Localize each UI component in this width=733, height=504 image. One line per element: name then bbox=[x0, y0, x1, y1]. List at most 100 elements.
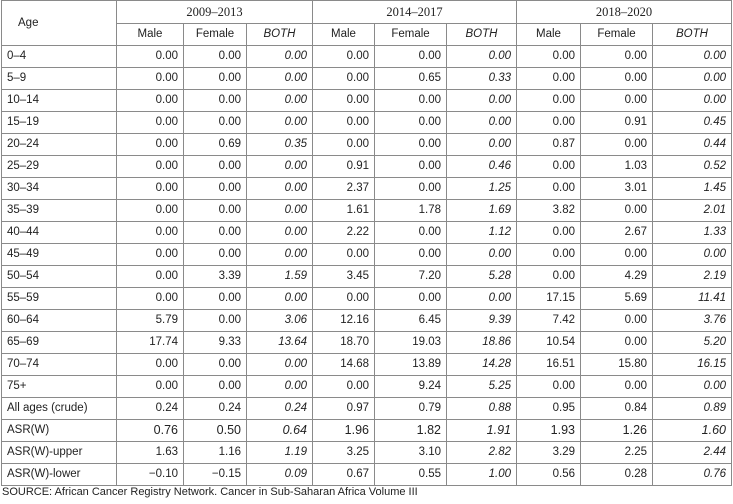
age-group-cell: ASR(W)-lower bbox=[1, 463, 117, 486]
male-rate-cell: 0.00 bbox=[516, 243, 581, 266]
male-rate-cell: 0.95 bbox=[516, 397, 581, 420]
age-group-cell: 30–34 bbox=[1, 177, 117, 200]
both-header: BOTH bbox=[246, 23, 313, 46]
male-rate-cell: 0.00 bbox=[312, 67, 375, 90]
female-rate-cell: 0.00 bbox=[580, 309, 653, 332]
both-rate-cell: 1.19 bbox=[246, 441, 313, 464]
both-rate-cell: 0.09 bbox=[246, 463, 313, 486]
both-rate-cell: 0.00 bbox=[246, 111, 313, 134]
male-rate-cell: 0.00 bbox=[516, 111, 581, 134]
female-rate-cell: 0.55 bbox=[374, 463, 447, 486]
male-rate-cell: 0.00 bbox=[516, 45, 581, 68]
table-row: 60–64 5.79 0.00 3.06 12.16 6.45 9.39 7.42 0.00 3.… bbox=[1, 309, 732, 332]
both-rate-cell: 0.00 bbox=[446, 111, 517, 134]
age-group-cell: 50–54 bbox=[1, 265, 117, 288]
male-rate-cell: 0.00 bbox=[516, 265, 581, 288]
table-row: ASR(W)-upper 1.63 1.16 1.19 3.25 3.10 2.82 3.29… bbox=[1, 441, 732, 464]
age-group-cell: 75+ bbox=[1, 375, 117, 398]
table-row: 30–34 0.00 0.00 0.00 2.37 0.00 1.25 0.00 3.01 1.4… bbox=[1, 177, 732, 200]
male-rate-cell: 12.16 bbox=[312, 309, 375, 332]
male-rate-cell: 0.00 bbox=[116, 155, 184, 178]
male-rate-cell: 0.00 bbox=[116, 45, 184, 68]
male-rate-cell: 3.29 bbox=[516, 441, 581, 464]
both-rate-cell: 1.60 bbox=[652, 419, 732, 442]
both-rate-cell: 2.44 bbox=[652, 441, 732, 464]
male-rate-cell: 0.00 bbox=[516, 221, 581, 244]
male-rate-cell: 0.00 bbox=[116, 199, 184, 222]
both-rate-cell: 0.00 bbox=[446, 243, 517, 266]
age-group-cell: ASR(W)-upper bbox=[1, 441, 117, 464]
male-rate-cell: 0.91 bbox=[312, 155, 375, 178]
male-rate-cell: 0.97 bbox=[312, 397, 375, 420]
female-rate-cell: 0.24 bbox=[183, 397, 247, 420]
both-rate-cell: 1.12 bbox=[446, 221, 517, 244]
table-row: 45–49 0.00 0.00 0.00 0.00 0.00 0.00 0.00 0.00 0.0… bbox=[1, 243, 732, 266]
male-rate-cell: 3.45 bbox=[312, 265, 375, 288]
male-rate-cell: 0.00 bbox=[116, 287, 184, 310]
male-rate-cell: 0.00 bbox=[516, 89, 581, 112]
female-rate-cell: 0.00 bbox=[183, 45, 247, 68]
table-row: ASR(W) 0.76 0.50 0.64 1.96 1.82 1.91 1.93 1.26 1.… bbox=[1, 419, 732, 442]
male-rate-cell: 14.68 bbox=[312, 353, 375, 376]
female-rate-cell: 0.00 bbox=[374, 155, 447, 178]
age-group-cell: ASR(W) bbox=[1, 419, 117, 442]
female-rate-cell: 0.00 bbox=[374, 243, 447, 266]
female-rate-cell: 15.80 bbox=[580, 353, 653, 376]
male-rate-cell: 10.54 bbox=[516, 331, 581, 354]
table-row: ASR(W)-lower −0.10 −0.15 0.09 0.67 0.55 1.00 0.… bbox=[1, 463, 732, 486]
female-rate-cell: 0.00 bbox=[183, 67, 247, 90]
male-rate-cell: −0.10 bbox=[116, 463, 184, 486]
female-rate-cell: 0.00 bbox=[183, 243, 247, 266]
both-rate-cell: 0.00 bbox=[246, 45, 313, 68]
both-rate-cell: 0.00 bbox=[246, 199, 313, 222]
female-rate-cell: 0.00 bbox=[183, 309, 247, 332]
both-rate-cell: 0.45 bbox=[652, 111, 732, 134]
female-rate-cell: 0.00 bbox=[374, 221, 447, 244]
female-rate-cell: 0.00 bbox=[580, 243, 653, 266]
both-rate-cell: 1.00 bbox=[446, 463, 517, 486]
table-row: 0–4 0.00 0.00 0.00 0.00 0.00 0.00 0.00 0.00 0.00 bbox=[1, 45, 732, 68]
male-rate-cell: 1.93 bbox=[516, 419, 581, 442]
both-rate-cell: 14.28 bbox=[446, 353, 517, 376]
male-rate-cell: 1.63 bbox=[116, 441, 184, 464]
male-header: Male bbox=[312, 23, 375, 46]
table-row: 20–24 0.00 0.69 0.35 0.00 0.00 0.00 0.87 0.00 0.4… bbox=[1, 133, 732, 156]
female-rate-cell: 3.39 bbox=[183, 265, 247, 288]
source-note: SOURCE: African Cancer Registry Network.… bbox=[2, 486, 418, 498]
male-rate-cell: 0.00 bbox=[116, 89, 184, 112]
male-rate-cell: 0.76 bbox=[116, 419, 184, 442]
female-rate-cell: 0.00 bbox=[374, 45, 447, 68]
both-rate-cell: 0.00 bbox=[446, 133, 517, 156]
male-rate-cell: 0.00 bbox=[116, 177, 184, 200]
age-group-cell: 0–4 bbox=[1, 45, 117, 68]
male-header: Male bbox=[116, 23, 184, 46]
both-rate-cell: 2.19 bbox=[652, 265, 732, 288]
female-rate-cell: 0.00 bbox=[183, 177, 247, 200]
table-row: 40–44 0.00 0.00 0.00 2.22 0.00 1.12 0.00 2.67 1.3… bbox=[1, 221, 732, 244]
both-rate-cell: 0.00 bbox=[652, 45, 732, 68]
female-rate-cell: 1.82 bbox=[374, 419, 447, 442]
both-rate-cell: 0.00 bbox=[446, 89, 517, 112]
age-group-cell: 10–14 bbox=[1, 89, 117, 112]
both-rate-cell: 1.33 bbox=[652, 221, 732, 244]
female-rate-cell: 9.33 bbox=[183, 331, 247, 354]
male-rate-cell: 7.42 bbox=[516, 309, 581, 332]
female-rate-cell: 0.00 bbox=[580, 199, 653, 222]
both-rate-cell: 0.46 bbox=[446, 155, 517, 178]
female-rate-cell: 3.01 bbox=[580, 177, 653, 200]
female-rate-cell: 0.00 bbox=[580, 45, 653, 68]
female-rate-cell: 0.65 bbox=[374, 67, 447, 90]
both-rate-cell: 11.41 bbox=[652, 287, 732, 310]
male-header: Male bbox=[516, 23, 581, 46]
female-rate-cell: 0.00 bbox=[183, 287, 247, 310]
female-rate-cell: 0.00 bbox=[580, 331, 653, 354]
both-rate-cell: 0.00 bbox=[246, 243, 313, 266]
both-rate-cell: 5.28 bbox=[446, 265, 517, 288]
period-header-2018-2020: 2018–2020 bbox=[516, 0, 732, 24]
both-rate-cell: 0.52 bbox=[652, 155, 732, 178]
male-rate-cell: 0.00 bbox=[312, 287, 375, 310]
both-rate-cell: 18.86 bbox=[446, 331, 517, 354]
both-rate-cell: 0.00 bbox=[652, 89, 732, 112]
female-rate-cell: 0.28 bbox=[580, 463, 653, 486]
male-rate-cell: 16.51 bbox=[516, 353, 581, 376]
